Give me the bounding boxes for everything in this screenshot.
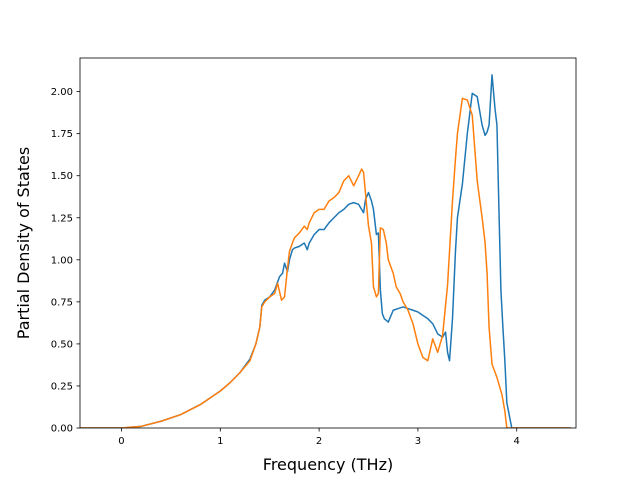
x-tick-label: 2 — [316, 436, 322, 447]
series-line-2 — [80, 97, 572, 428]
x-tick-label: 0 — [118, 436, 124, 447]
x-axis-label: Frequency (THz) — [263, 455, 393, 474]
y-tick-label: 0.25 — [51, 381, 73, 392]
y-tick-label: 1.00 — [51, 255, 73, 266]
y-tick-label: 0.50 — [51, 339, 73, 350]
y-tick-label: 1.50 — [51, 171, 73, 182]
y-tick-label: 1.75 — [51, 129, 73, 140]
y-tick-label: 2.00 — [51, 87, 73, 98]
x-axis: 0 1 2 3 4 — [118, 428, 520, 447]
y-tick-label: 1.25 — [51, 213, 73, 224]
y-tick-label: 0.00 — [51, 424, 73, 435]
y-axis-label: Partial Density of States — [14, 147, 33, 339]
series-line-1 — [80, 74, 572, 428]
y-axis: 0.00 0.25 0.50 0.75 1.00 1.25 1.50 1.75 2.00 — [51, 87, 80, 435]
series-layer — [80, 74, 572, 428]
x-tick-label: 4 — [514, 436, 520, 447]
x-tick-label: 3 — [415, 436, 421, 447]
x-tick-label: 1 — [217, 436, 223, 447]
y-tick-label: 0.75 — [51, 297, 73, 308]
plot-frame — [79, 57, 577, 429]
